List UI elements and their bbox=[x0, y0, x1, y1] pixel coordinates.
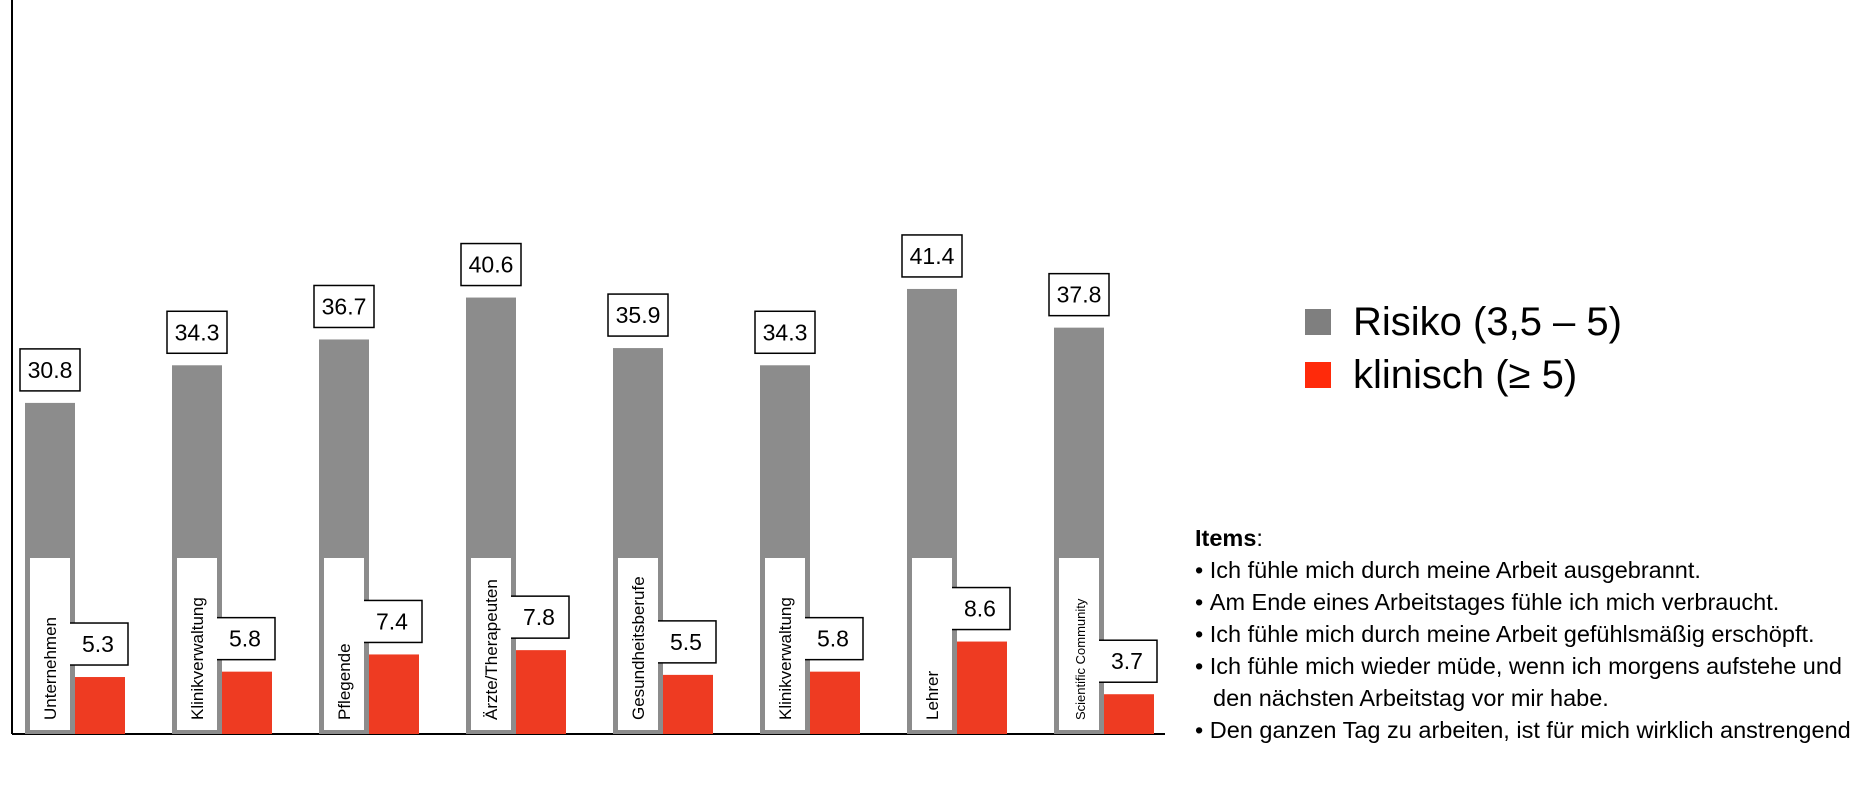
items-title: Items bbox=[1195, 525, 1257, 551]
items-box: Items: Ich fühle mich durch meine Arbeit… bbox=[1195, 522, 1865, 746]
value-label-box bbox=[1048, 272, 1110, 317]
items-heading: Items: bbox=[1195, 522, 1865, 554]
value-label-box bbox=[19, 348, 81, 392]
value-label-box bbox=[901, 234, 963, 278]
value-label: 35.9 bbox=[616, 302, 661, 328]
item-line: Ich fühle mich durch meine Arbeit gefühl… bbox=[1195, 618, 1865, 650]
value-label-box bbox=[508, 595, 570, 639]
legend-swatch-risiko bbox=[1305, 308, 1331, 335]
category-label: Unternehmen bbox=[41, 617, 60, 720]
value-label: 36.7 bbox=[322, 293, 367, 319]
category-label: Gesundheitsberufe bbox=[629, 576, 648, 720]
category-label-box bbox=[765, 558, 805, 730]
value-label: 41.4 bbox=[910, 243, 955, 269]
value-label-box bbox=[607, 293, 669, 337]
category-label-box bbox=[912, 558, 952, 730]
value-label: 8.6 bbox=[964, 596, 996, 622]
bar-klinisch bbox=[810, 671, 860, 734]
legend-label-risiko: Risiko (3,5 – 5) bbox=[1353, 299, 1622, 344]
value-label-box bbox=[361, 599, 423, 644]
category-label-box bbox=[177, 558, 217, 730]
bar-klinisch bbox=[516, 650, 566, 734]
value-label-box bbox=[166, 310, 228, 355]
item-line: Am Ende eines Arbeitstages fühle ich mic… bbox=[1195, 586, 1865, 618]
category-label-box bbox=[30, 558, 70, 730]
value-label: 7.8 bbox=[523, 604, 555, 630]
legend-label-klinisch: klinisch (≥ 5) bbox=[1353, 352, 1578, 397]
category-label: Pflegende bbox=[335, 643, 354, 720]
legend-item-risiko: Risiko (3,5 – 5) bbox=[1305, 295, 1622, 348]
bar-klinisch bbox=[369, 654, 419, 734]
category-label-box bbox=[471, 558, 511, 730]
value-label-box bbox=[214, 616, 276, 661]
category-label: Ärzte/Therapeuten bbox=[482, 579, 501, 720]
items-title-colon: : bbox=[1256, 525, 1263, 551]
value-label: 34.3 bbox=[175, 319, 220, 345]
bar-klinisch bbox=[222, 671, 272, 734]
bar-klinisch bbox=[1104, 694, 1154, 734]
bar-klinisch bbox=[75, 677, 125, 734]
value-label: 30.8 bbox=[28, 357, 73, 383]
item-line: Ich fühle mich durch meine Arbeit ausgeb… bbox=[1195, 554, 1865, 586]
value-label-box bbox=[802, 616, 864, 661]
item-line: Ich fühle mich wieder müde, wenn ich mor… bbox=[1195, 650, 1865, 714]
category-label: Lehrer bbox=[923, 671, 942, 720]
category-label: Scientific Community bbox=[1073, 598, 1088, 720]
items-list: Ich fühle mich durch meine Arbeit ausgeb… bbox=[1195, 554, 1865, 746]
bars-group: 30.8 5.3 Unternehmen 34.3 5.8 Klinikverwaltun… bbox=[19, 234, 1158, 734]
category-label-box bbox=[618, 558, 658, 730]
bar-klinisch bbox=[663, 674, 713, 734]
value-label: 37.8 bbox=[1057, 282, 1102, 308]
legend-swatch-klinisch bbox=[1305, 361, 1331, 388]
value-label-box bbox=[313, 284, 375, 329]
category-label: Klinikverwaltung bbox=[776, 597, 795, 720]
legend: Risiko (3,5 – 5) klinisch (≥ 5) bbox=[1305, 295, 1622, 401]
value-label: 40.6 bbox=[469, 252, 514, 278]
value-label: 5.5 bbox=[670, 629, 702, 655]
category-label-box bbox=[1059, 558, 1099, 730]
bar-chart: 30.8 5.3 Unternehmen 34.3 5.8 Klinikverwaltun… bbox=[11, 0, 1165, 735]
bar-klinisch bbox=[957, 641, 1007, 734]
value-label-box bbox=[1096, 639, 1158, 683]
value-label: 34.3 bbox=[763, 319, 808, 345]
value-label: 3.7 bbox=[1111, 648, 1143, 674]
category-label-box bbox=[324, 558, 364, 730]
item-line: Den ganzen Tag zu arbeiten, ist für mich… bbox=[1195, 714, 1865, 746]
value-label-box bbox=[460, 242, 522, 287]
value-label-box bbox=[754, 310, 816, 355]
legend-item-klinisch: klinisch (≥ 5) bbox=[1305, 348, 1622, 401]
category-label: Klinikverwaltung bbox=[188, 597, 207, 720]
value-label: 5.3 bbox=[82, 631, 114, 657]
value-label: 7.4 bbox=[376, 608, 408, 634]
value-label: 5.8 bbox=[229, 626, 261, 652]
value-label: 5.8 bbox=[817, 626, 849, 652]
